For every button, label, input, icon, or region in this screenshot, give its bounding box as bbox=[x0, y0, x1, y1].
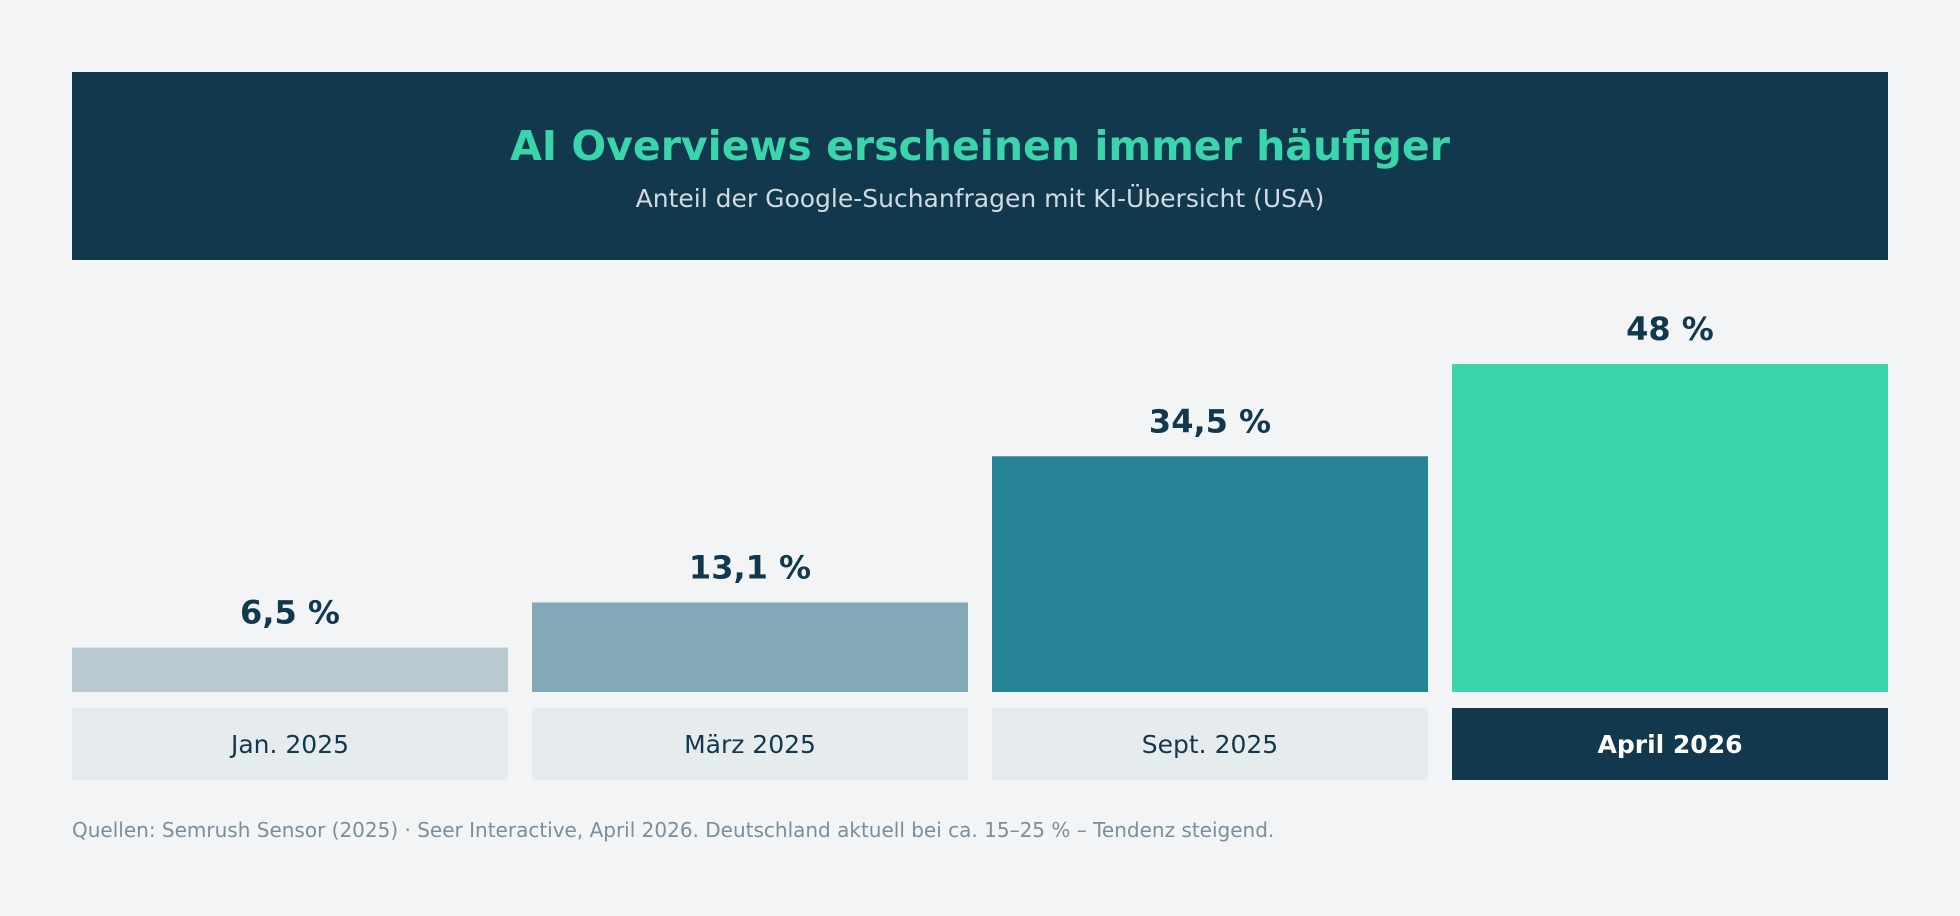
category-label-box bbox=[72, 708, 508, 780]
bar-group: 13,1 % März 2025 bbox=[532, 548, 968, 780]
bar-group: 6,5 % Jan. 2025 bbox=[72, 594, 508, 780]
bar bbox=[1452, 364, 1888, 692]
category-label: Jan. 2025 bbox=[229, 730, 349, 759]
category-label-box bbox=[1452, 708, 1888, 780]
category-label-box bbox=[532, 708, 968, 780]
source-note: Quellen: Semrush Sensor (2025) · Seer In… bbox=[72, 818, 1275, 842]
bar-group: 48 % April 2026 bbox=[1452, 310, 1888, 780]
category-label: April 2026 bbox=[1598, 730, 1743, 759]
chart-title: AI Overviews erscheinen immer häufiger bbox=[510, 122, 1450, 170]
category-label-box bbox=[992, 708, 1428, 780]
category-label: März 2025 bbox=[684, 730, 816, 759]
bar-value-label: 48 % bbox=[1626, 310, 1714, 348]
bar bbox=[72, 647, 508, 692]
bar-value-label: 13,1 % bbox=[689, 548, 811, 586]
category-label: Sept. 2025 bbox=[1142, 730, 1278, 759]
bar-value-label: 6,5 % bbox=[240, 594, 340, 632]
bar bbox=[532, 602, 968, 692]
bar bbox=[992, 456, 1428, 692]
bar-group: 34,5 % Sept. 2025 bbox=[992, 402, 1428, 780]
bar-value-label: 34,5 % bbox=[1149, 402, 1271, 440]
chart-subtitle: Anteil der Google-Suchanfragen mit KI-Üb… bbox=[635, 184, 1325, 213]
chart-header: AI Overviews erscheinen immer häufiger A… bbox=[72, 72, 1888, 260]
